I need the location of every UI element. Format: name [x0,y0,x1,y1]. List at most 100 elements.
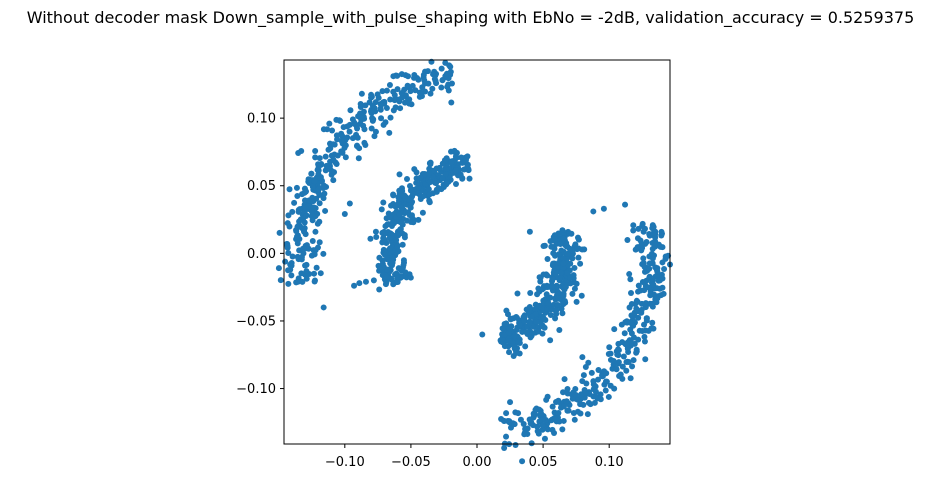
scatter-point [285,280,292,287]
y-tick-label: −0.05 [236,314,276,329]
scatter-point [393,237,400,244]
scatter-point [342,154,349,161]
scatter-point [445,87,452,94]
scatter-point [562,283,569,290]
scatter-point [569,247,576,254]
scatter-point [559,300,566,307]
scatter-point [425,186,432,193]
scatter-point [295,208,302,215]
scatter-point [615,360,622,367]
scatter-point [464,153,471,160]
scatter-point [650,325,657,332]
scatter-point [385,210,392,217]
scatter-point [379,257,386,264]
scatter-point [515,339,522,346]
scatter-point [501,321,508,328]
scatter-point [646,265,653,272]
scatter-point [590,378,597,385]
scatter-point [579,354,586,361]
scatter-point [370,277,377,284]
scatter-point [354,134,361,141]
scatter-point [647,292,654,299]
scatter-point [641,263,648,270]
scatter-point [408,212,415,219]
scatter-point [639,328,646,335]
y-tick-label: 0.05 [247,179,276,194]
scatter-point [401,192,408,199]
scatter-point [301,189,308,196]
scatter-point [513,350,520,357]
scatter-point [439,160,446,167]
scatter-point [558,269,565,276]
scatter-point [577,401,584,408]
scatter-point [617,371,624,378]
scatter-point [311,277,318,284]
scatter-point [639,220,646,227]
scatter-point [639,278,646,285]
scatter-point [295,278,302,285]
scatter-point [380,199,387,206]
scatter-point [378,101,385,108]
scatter-point [368,93,375,100]
scatter-point [295,256,302,263]
x-tick-label: 0.00 [463,455,492,470]
scatter-point [426,179,433,186]
scatter-point [649,300,656,307]
scatter-points [275,58,673,465]
scatter-point [554,283,561,290]
scatter-point [556,327,563,334]
scatter-point [311,178,318,185]
scatter-point [401,234,408,241]
scatter-point [312,154,319,161]
scatter-point [354,125,361,132]
scatter-point [549,283,556,290]
scatter-point [316,200,323,207]
scatter-point [404,176,410,183]
scatter-point [308,170,315,177]
scatter-point [327,140,334,147]
scatter-point [452,167,459,174]
scatter-point [571,416,578,423]
scatter-point [650,281,657,288]
scatter-point [448,80,455,87]
scatter-point [547,337,554,344]
scatter-point [420,193,427,200]
scatter-point [368,125,375,132]
scatter-point [398,71,405,78]
scatter-point [422,80,429,87]
scatter-point [402,99,409,106]
scatter-point [289,208,296,215]
scatter-point [451,148,458,155]
scatter-point [555,251,562,258]
scatter-point [560,260,567,267]
scatter-point [560,235,567,242]
scatter-point [623,367,630,374]
scatter-point [438,65,445,72]
scatter-point [288,272,295,279]
scatter-point [560,255,567,262]
scatter-point [320,182,327,189]
scatter-point [549,426,556,433]
scatter-point [367,235,374,242]
scatter-point [541,242,548,249]
scatter-point [427,159,434,166]
scatter-point [312,213,319,220]
scatter-point [400,257,407,264]
scatter-point [287,266,294,273]
scatter-point [300,246,307,253]
scatter-point [606,344,613,351]
scatter-point [519,458,526,465]
scatter-point [303,261,310,268]
scatter-point [284,243,291,250]
scatter-point [417,174,424,181]
scatter-point [311,251,318,258]
scatter-point [615,340,622,347]
scatter-point [507,315,514,322]
scatter-point [372,228,379,235]
scatter-point [627,375,634,382]
scatter-point [317,270,324,277]
scatter-point [409,82,416,89]
scatter-point [293,228,300,235]
scatter-point [381,251,388,258]
